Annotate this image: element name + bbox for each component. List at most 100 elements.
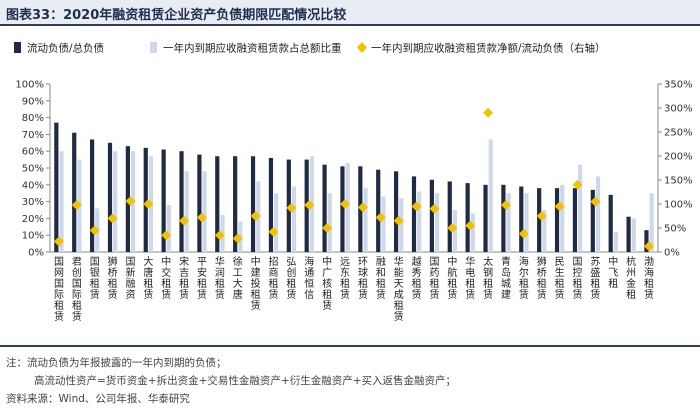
bar-流动负债/总负债 [429, 179, 434, 252]
bar-流动负债/总负债 [340, 166, 345, 252]
bar-一年内到期应收融资租赁款占总额比重 [452, 210, 458, 252]
bar-流动负债/总负债 [608, 194, 613, 252]
x-tick-label: 国网国际租赁 [54, 256, 64, 323]
bar-流动负债/总负债 [72, 132, 77, 252]
x-tick-label: 徐工大唐 [233, 255, 243, 301]
x-tick-label: 平安租赁 [197, 257, 207, 301]
note-line-1: 注：流动负债为年报披露的一年内到期的负债； [6, 357, 227, 369]
x-tick-label: 太钢租赁 [483, 255, 493, 301]
legend-swatch-1 [14, 42, 21, 53]
point-一年内到期应收融资租赁款净额/流动负债（右轴） [590, 196, 601, 207]
x-tick-label: 华润租赁 [215, 255, 225, 301]
y-right-tick-label: 50% [664, 224, 686, 235]
bar-流动负债/总负债 [447, 181, 452, 252]
point-一年内到期应收融资租赁款净额/流动负债（右轴） [89, 225, 100, 236]
point-一年内到期应收融资租赁款净额/流动负债（右轴） [429, 203, 440, 214]
bar-流动负债/总负债 [501, 184, 506, 252]
bar-流动负债/总负债 [465, 183, 470, 252]
bar-一年内到期应收融资租赁款占总额比重 [506, 193, 511, 252]
legend-label-3: 一年内到期应收融资租赁款净额/流动负债（右轴） [371, 42, 606, 55]
point-一年内到期应收融资租赁款净额/流动负债（右轴） [286, 202, 297, 213]
bar-一年内到期应收融资租赁款占总额比重 [381, 196, 386, 252]
bar-流动负债/总负债 [179, 151, 184, 252]
legend-label-2: 一年内到期应收融资租赁款占总额比重 [163, 42, 342, 55]
bar-一年内到期应收融资租赁款占总额比重 [291, 186, 297, 252]
point-一年内到期应收融资租赁款净额/流动负债（右轴） [125, 196, 136, 207]
x-tick-label: 海尔租赁 [519, 255, 529, 301]
x-tick-label: 招商租赁 [269, 255, 279, 301]
bar-流动负债/总负债 [215, 156, 220, 252]
x-tick-label: 中建投租赁 [251, 255, 261, 312]
x-tick-label: 华能天成租赁 [394, 255, 404, 323]
x-tick-label: 狮桥租赁 [108, 255, 118, 301]
chart: 流动负债/总负债 一年内到期应收融资租赁款占总额比重 一年内到期应收融资租赁款净额/… [14, 42, 693, 323]
point-一年内到期应收融资租赁款净额/流动负债（右轴） [53, 236, 64, 247]
bar-流动负债/总负债 [411, 176, 417, 252]
x-tick-label: 华电租赁 [465, 255, 475, 301]
bar-一年内到期应收融资租赁款占总额比重 [595, 176, 601, 252]
bar-流动负债/总负债 [554, 188, 560, 252]
legend-label-1: 流动负债/总负债 [27, 42, 104, 55]
bar-一年内到期应收融资租赁款占总额比重 [578, 164, 583, 252]
point-一年内到期应收融资租赁款净额/流动负债（右轴） [375, 212, 386, 223]
y-left-tick-label: 40% [22, 180, 44, 191]
y-left-tick-label: 80% [22, 113, 44, 124]
bar-流动负债/总负债 [233, 156, 238, 252]
bar-一年内到期应收融资租赁款占总额比重 [488, 139, 493, 252]
y-right-tick-label: 150% [664, 176, 693, 187]
bar-一年内到期应收融资租赁款占总额比重 [327, 193, 332, 252]
bar-一年内到期应收融资租赁款占总额比重 [649, 193, 654, 252]
notes: 注：流动负债为年报披露的一年内到期的负债； 高流动性资产=货币资金+拆出资金+交… [0, 345, 700, 405]
y-left-tick-label: 50% [22, 164, 44, 175]
point-一年内到期应收融资租赁款净额/流动负债（右轴） [340, 199, 351, 209]
bar-一年内到期应收融资租赁款占总额比重 [631, 218, 636, 252]
bar-一年内到期应收融资租赁款占总额比重 [524, 193, 529, 252]
title-bar: 图表33：2020年融资租赁企业资产负债期限匹配情况比较 [0, 0, 700, 26]
y-right-tick-label: 300% [664, 104, 693, 115]
point-一年内到期应收融资租赁款净额/流动负债（右轴） [447, 223, 458, 233]
point-一年内到期应收融资租赁款净额/流动负债（右轴） [250, 211, 261, 221]
x-tick-label: 宋吉租赁 [179, 255, 189, 301]
y-left-tick-label: 100% [15, 80, 44, 91]
point-一年内到期应收融资租赁款净额/流动负债（右轴） [107, 213, 118, 224]
bar-流动负债/总负债 [107, 142, 113, 252]
x-tick-label: 君创国际租赁 [72, 256, 82, 323]
x-tick-label: 青岛城建 [501, 255, 511, 301]
y-left-tick-label: 10% [22, 231, 44, 242]
legend-swatch-3 [357, 42, 367, 53]
x-tick-label: 远东租赁 [340, 256, 350, 301]
x-tick-label: 国银租赁 [90, 256, 100, 301]
x-tick-label: 杭州金租 [626, 255, 636, 301]
x-tick-label: 弘创租赁 [286, 256, 296, 301]
bar-流动负债/总负债 [572, 188, 578, 252]
legend-swatch-2 [150, 42, 157, 53]
point-一年内到期应收融资租赁款净额/流动负债（右轴） [572, 179, 583, 190]
bar-流动负债/总负债 [394, 171, 399, 252]
bar-流动负债/总负债 [626, 216, 631, 252]
bar-一年内到期应收融资租赁款占总额比重 [166, 204, 171, 252]
bar-流动负债/总负债 [197, 154, 202, 252]
point-一年内到期应收融资租赁款净额/流动负债（右轴） [554, 201, 565, 212]
x-tick-label: 中航租赁 [447, 255, 457, 301]
bar-流动负债/总负债 [143, 147, 148, 252]
bar-流动负债/总负债 [90, 139, 95, 252]
point-一年内到期应收融资租赁款净额/流动负债（右轴） [644, 241, 655, 252]
x-tick-label: 环球租赁 [358, 257, 368, 301]
point-一年内到期应收融资租赁款净额/流动负债（右轴） [465, 220, 476, 231]
x-tick-label: 大唐租赁 [143, 255, 153, 301]
x-tick-label: 苏盛租赁 [590, 255, 600, 301]
x-tick-label: 中交租赁 [161, 255, 171, 301]
y-right-tick-label: 100% [664, 200, 693, 211]
x-tick-label: 海通恒信 [304, 255, 314, 301]
x-tick-label: 国药租赁 [429, 256, 439, 301]
bar-流动负债/总负债 [268, 157, 274, 252]
x-tick-label: 中广核租赁 [322, 255, 332, 312]
bar-一年内到期应收融资租赁款占总额比重 [274, 193, 279, 252]
bar-一年内到期应收融资租赁款占总额比重 [202, 171, 207, 252]
x-tick-label: 越秀租赁 [412, 255, 422, 301]
point-一年内到期应收融资租赁款净额/流动负债（右轴） [322, 223, 333, 233]
point-一年内到期应收融资租赁款净额/流动负债（右轴） [214, 230, 225, 241]
bar-一年内到期应收融资租赁款占总额比重 [184, 171, 189, 252]
bar-流动负债/总负债 [644, 230, 649, 252]
point-一年内到期应收融资租赁款净额/流动负债（右轴） [71, 199, 82, 210]
